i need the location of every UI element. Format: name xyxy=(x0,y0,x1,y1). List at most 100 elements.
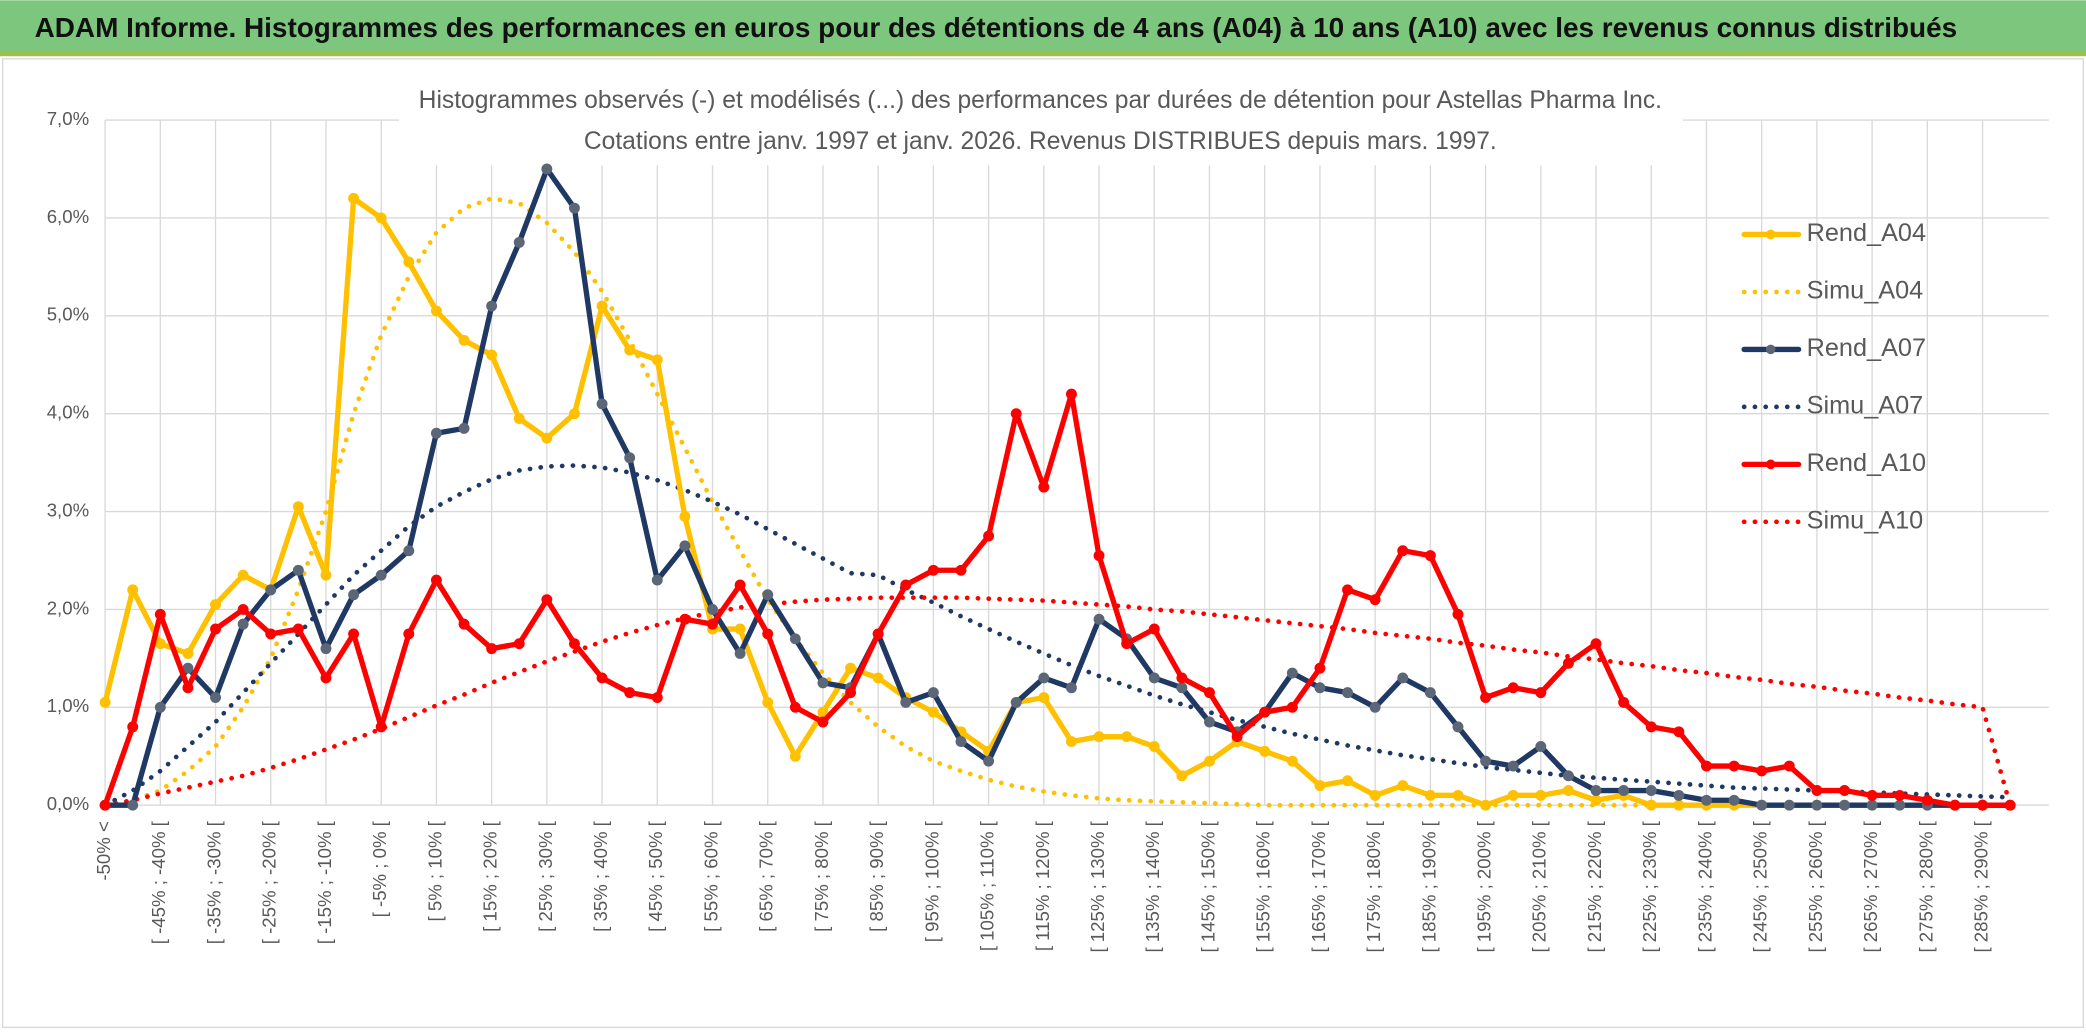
y-tick-label: 1,0% xyxy=(47,695,89,716)
x-tick-label: [ 265% ; 270% [ xyxy=(1860,820,1881,952)
data-point xyxy=(403,545,415,557)
x-tick-label: [ 175% ; 180% [ xyxy=(1363,820,1384,952)
data-point xyxy=(1921,794,1933,806)
data-point xyxy=(596,398,608,410)
data-point xyxy=(569,638,580,650)
data-point xyxy=(762,589,774,601)
data-point xyxy=(1701,794,1712,806)
x-tick-label: [ -45% ; -40% [ xyxy=(148,820,169,944)
x-tick-label: [ 255% ; 260% [ xyxy=(1805,820,1826,952)
data-point xyxy=(955,564,967,576)
data-point xyxy=(1397,545,1409,557)
data-point xyxy=(1480,755,1492,767)
data-point xyxy=(1756,799,1768,811)
data-point xyxy=(1397,672,1409,684)
data-point xyxy=(569,408,580,420)
data-point xyxy=(1618,696,1630,708)
x-tick-label: [ 125% ; 130% [ xyxy=(1087,820,1108,952)
data-point xyxy=(154,608,166,620)
plot xyxy=(99,163,2016,811)
data-point xyxy=(320,643,332,655)
data-point xyxy=(1176,672,1188,684)
x-tick-label: [ 215% ; 220% [ xyxy=(1584,820,1605,952)
data-point xyxy=(99,696,111,708)
x-tick-label: [ 75% ; 80% [ xyxy=(811,820,832,932)
x-tick-label: -50% < xyxy=(93,821,114,880)
data-point xyxy=(1286,701,1298,713)
x-tick-label: [ -35% ; -30% [ xyxy=(203,820,224,944)
x-tick-label: [ 205% ; 210% [ xyxy=(1529,820,1550,952)
data-point xyxy=(486,643,498,655)
legend-label: Simu_A10 xyxy=(1807,506,1924,534)
legend-marker xyxy=(1765,229,1776,240)
data-point xyxy=(182,648,194,659)
data-point xyxy=(983,755,995,767)
data-point xyxy=(1148,741,1160,752)
data-point xyxy=(1452,721,1464,733)
data-point xyxy=(1480,692,1492,703)
x-tick-label: [ -5% ; 0% [ xyxy=(369,820,390,917)
data-point xyxy=(789,750,801,762)
data-point xyxy=(789,633,801,645)
x-tick-label: [ 5% ; 10% [ xyxy=(424,820,445,921)
chart-subtitle: Cotations entre janv. 1997 et janv. 2026… xyxy=(584,128,1497,155)
data-point xyxy=(541,594,553,606)
x-tick-label: [ 25% ; 30% [ xyxy=(535,820,556,932)
data-point xyxy=(1590,785,1602,796)
x-tick-label: [ 65% ; 70% [ xyxy=(756,820,777,932)
data-point xyxy=(1645,785,1657,796)
chart-title: Histogrammes observés (-) et modélisés (… xyxy=(419,87,1662,114)
x-tick-label: [ 185% ; 190% [ xyxy=(1418,820,1439,952)
data-point xyxy=(1093,613,1105,625)
data-point xyxy=(1093,550,1105,562)
data-point xyxy=(1728,760,1740,772)
x-tick-label: [ 35% ; 40% [ xyxy=(590,820,611,932)
data-point xyxy=(1728,794,1740,806)
y-tick-label: 5,0% xyxy=(47,304,89,325)
data-point xyxy=(1866,789,1878,801)
data-point xyxy=(1314,780,1326,792)
data-point xyxy=(679,540,691,552)
data-point xyxy=(1452,608,1464,620)
series-line xyxy=(102,166,2013,808)
data-point xyxy=(1507,760,1519,772)
data-point xyxy=(900,579,912,591)
x-tick-label: [ 115% ; 120% [ xyxy=(1032,820,1053,951)
data-point xyxy=(375,212,387,224)
data-point xyxy=(1590,638,1602,650)
data-point xyxy=(1121,638,1133,650)
data-point xyxy=(430,574,442,586)
x-tick-label: [ 55% ; 60% [ xyxy=(700,820,721,932)
data-point xyxy=(154,701,166,713)
data-point xyxy=(1093,731,1105,743)
series-line xyxy=(102,391,2013,808)
x-tick-label: [ -25% ; -20% [ xyxy=(259,820,280,944)
data-point xyxy=(458,334,470,346)
data-point xyxy=(292,501,304,513)
data-point xyxy=(348,628,360,640)
data-point xyxy=(292,623,304,635)
data-point xyxy=(734,648,746,659)
data-point xyxy=(1397,780,1409,792)
data-point xyxy=(1259,706,1271,718)
data-point xyxy=(1949,799,1961,811)
x-tick-label: [ 165% ; 170% [ xyxy=(1308,820,1329,952)
data-point xyxy=(99,799,111,811)
x-tick-label: [ 95% ; 100% [ xyxy=(921,820,942,942)
data-point xyxy=(348,589,360,601)
data-point xyxy=(1894,799,1906,811)
data-point xyxy=(1038,672,1050,684)
data-point xyxy=(265,584,277,596)
data-point xyxy=(707,618,718,630)
data-point xyxy=(1562,770,1574,782)
data-point xyxy=(458,618,470,630)
data-point xyxy=(1286,667,1298,679)
data-point xyxy=(513,413,525,425)
data-point xyxy=(1590,794,1602,806)
data-point xyxy=(983,530,995,542)
data-point xyxy=(1507,682,1519,694)
data-point xyxy=(320,569,332,581)
data-point xyxy=(1176,770,1188,782)
